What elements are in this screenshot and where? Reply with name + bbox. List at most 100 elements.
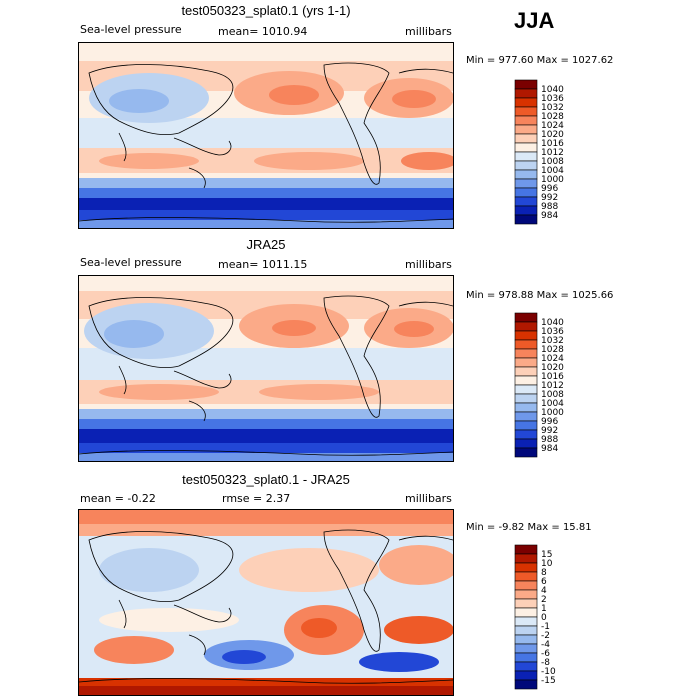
colorbar-tick-label: 1012 [541, 148, 564, 158]
southern-band-2 [79, 188, 453, 198]
colorbar-tick-label: -15 [541, 676, 556, 686]
coastlines [79, 62, 453, 223]
colorbar-swatch [514, 670, 538, 681]
colorbar-swatch [514, 178, 538, 189]
colorbar-tick-label: 1016 [541, 372, 564, 382]
colorbar-swatch [514, 88, 538, 99]
colorbar-swatch [514, 598, 538, 609]
colorbar-tick-label: 1004 [541, 166, 564, 176]
colorbar-tick-label: 1008 [541, 157, 564, 167]
panel-title: test050323_splat0.1 - JRA25 [182, 472, 350, 487]
southern-band-1 [79, 409, 453, 419]
minmax-label: Min = -9.82 Max = 15.81 [466, 522, 592, 533]
colorbar-swatch [514, 607, 538, 618]
colorbar-legend: 1040 1036 1032 1028 1024 1020 1016 1012 1008 1004… [514, 312, 575, 463]
antarctic-positive-2 [79, 686, 453, 695]
colorbar-tick-label: 984 [541, 211, 558, 221]
colorbar-swatch [514, 348, 538, 359]
colorbar-tick-label: 1008 [541, 390, 564, 400]
southern-band-4 [79, 210, 453, 220]
units-label: millibars [405, 492, 452, 505]
minmax-label: Min = 978.88 Max = 1025.66 [466, 290, 614, 301]
atlantic-high-core [394, 321, 434, 337]
asia-negative [99, 548, 199, 592]
southern-band-3 [79, 429, 453, 443]
south-atlantic-positive [384, 616, 453, 644]
colorbar-swatch [514, 187, 538, 198]
colorbar-tick-label: 10 [541, 559, 553, 569]
colorbar-swatch [514, 196, 538, 207]
map-svg [79, 276, 453, 461]
map-plot [78, 509, 454, 696]
panel-title: JRA25 [246, 237, 286, 252]
variable-label: Sea-level pressure [80, 256, 182, 269]
colorbar-tick-label: 4 [541, 586, 547, 596]
mean-label: mean= 1010.94 [218, 25, 308, 38]
pacific-positive [239, 548, 379, 592]
colorbar-swatch [514, 411, 538, 422]
colorbar-tick-label: 1000 [541, 408, 564, 418]
colorbar-tick-label: -1 [541, 622, 550, 632]
map-svg [79, 43, 453, 228]
equatorial-band [79, 118, 453, 148]
colorbar-tick-label: 996 [541, 184, 558, 194]
colorbar-swatch [514, 375, 538, 386]
colorbar-swatch [514, 366, 538, 377]
colorbar-tick-label: 992 [541, 426, 558, 436]
southern-band-5 [79, 220, 453, 228]
atlantic-high-core [392, 90, 436, 108]
high-indian [99, 153, 199, 169]
colorbar-swatch [514, 115, 538, 126]
colorbar-swatch [514, 133, 538, 144]
colorbar-legend: 15 10 8 6 4 2 1 0 -1 -2 -4 -6 -8 -10 -15 [514, 544, 575, 695]
colorbar-tick-label: 1032 [541, 336, 564, 346]
colorbar-swatch [514, 214, 538, 225]
mean-label: mean = -0.22 [80, 492, 156, 505]
colorbar-tick-label: 1040 [541, 85, 564, 95]
pacific-high-core [269, 85, 319, 105]
southern-band-2 [79, 419, 453, 429]
colorbar-swatch [514, 151, 538, 162]
colorbar-legend: 1040 1036 1032 1028 1024 1020 1016 1012 1008 1004… [514, 79, 575, 230]
colorbar-tick-label: -4 [541, 640, 550, 650]
colorbar-tick-label: 15 [541, 550, 552, 560]
units-label: millibars [405, 258, 452, 271]
colorbar-tick-label: 996 [541, 417, 558, 427]
colorbar-tick-label: 1028 [541, 345, 564, 355]
colorbar-tick-label: -6 [541, 649, 550, 659]
southern-band-5 [79, 453, 453, 461]
colorbar-tick-label: -8 [541, 658, 550, 668]
colorbar-swatch [514, 142, 538, 153]
map-plot [78, 42, 454, 229]
arctic-positive-2 [79, 524, 453, 536]
colorbar-tick-label: 1032 [541, 103, 564, 113]
colorbar-swatch [514, 661, 538, 672]
colorbar-tick-label: 2 [541, 595, 547, 605]
colorbar-swatch [514, 321, 538, 332]
colorbar-swatch [514, 438, 538, 449]
colorbar-swatch [514, 652, 538, 663]
colorbar-tick-label: 988 [541, 435, 558, 445]
colorbar-tick-label: 1020 [541, 363, 564, 373]
high-pacific-south [254, 152, 364, 170]
colorbar-swatch [514, 571, 538, 582]
colorbar-tick-label: 992 [541, 193, 558, 203]
colorbar-swatch [514, 339, 538, 350]
mean-label: mean= 1011.15 [218, 258, 308, 271]
colorbar-swatch [514, 580, 538, 591]
atlantic-positive [379, 545, 453, 585]
colorbar-swatch [514, 420, 538, 431]
colorbar-swatch [514, 544, 538, 555]
colorbar-tick-label: 1028 [541, 112, 564, 122]
high-pacific-south [259, 384, 379, 400]
colorbar-swatch [514, 562, 538, 573]
asian-low-core [109, 89, 169, 113]
colorbar-svg: 1040103610321028102410201016101210081004… [514, 79, 564, 225]
map-svg [79, 510, 453, 695]
colorbar-tick-label: 1 [541, 604, 547, 614]
colorbar-tick-label: 984 [541, 444, 558, 454]
colorbar-tick-label: 1000 [541, 175, 564, 185]
colorbar-tick-label: 8 [541, 568, 547, 578]
colorbar-tick-label: -2 [541, 631, 550, 641]
colorbar-swatch [514, 402, 538, 413]
